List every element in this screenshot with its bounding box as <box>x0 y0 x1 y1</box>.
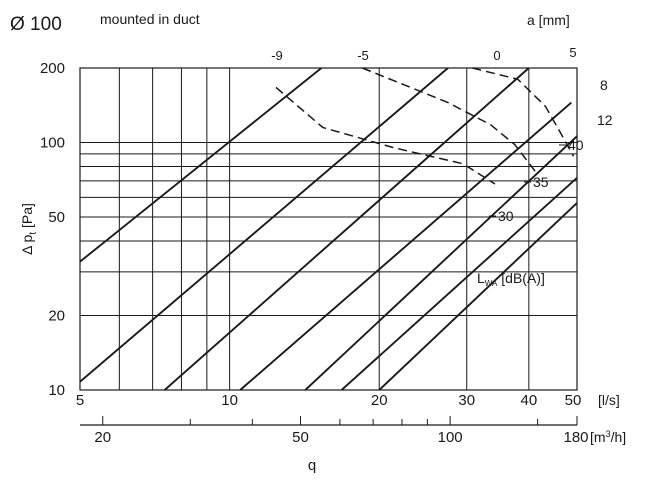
plot-lines <box>79 67 578 391</box>
damper-line-label: -9 <box>271 48 283 63</box>
grid <box>79 67 578 391</box>
damper-line-label: 5 <box>569 45 576 60</box>
x-tick-label-m3h: 20 <box>94 429 111 446</box>
a-axis-label: a [mm] <box>527 12 570 28</box>
mounting-label: mounted in duct <box>100 11 200 27</box>
x-tick-label-ls: 10 <box>221 392 238 409</box>
y-tick-label: 200 <box>40 60 65 77</box>
y-tick-label: 10 <box>48 382 65 399</box>
noise-line <box>472 67 575 157</box>
noise-line-label: 35 <box>533 174 549 190</box>
x-axis-label-q: q <box>308 457 316 474</box>
y-axis-label: Δ pt [Pa] <box>19 203 39 255</box>
x-axis-unit-ls: [l/s] <box>598 392 620 408</box>
noise-line <box>275 86 496 185</box>
noise-line <box>362 67 537 173</box>
y-tick-label: 100 <box>40 135 65 152</box>
y-tick-label: 50 <box>48 209 65 226</box>
damper-line <box>239 101 572 391</box>
damper-line <box>378 202 578 391</box>
axis-labels: 5 10 20 30 40 50 10 20 50 100 200 20 50 100 180 -9 -5 0 5 3… <box>40 45 613 446</box>
right-label: 12 <box>597 112 613 128</box>
damper-line <box>79 67 322 263</box>
plot-frame <box>79 67 578 391</box>
x-tick-label-ls: 50 <box>565 392 582 409</box>
x-tick-label-ls: 5 <box>76 392 84 409</box>
x-tick-label-m3h: 180 <box>563 429 588 446</box>
x-axis-unit-m3h: [m3/h] <box>590 429 626 445</box>
y-tick-label: 20 <box>48 307 65 324</box>
damper-line <box>163 67 530 391</box>
damper-line <box>79 67 449 383</box>
right-label: 8 <box>600 77 608 93</box>
noise-line-label: 40 <box>568 137 584 153</box>
diameter-label: Ø 100 <box>10 14 62 35</box>
x-tick-label-ls: 20 <box>371 392 388 409</box>
damper-line <box>340 177 578 391</box>
x-tick-label-m3h: 50 <box>292 429 309 446</box>
damper-line-label: -5 <box>357 48 369 63</box>
x-tick-label-m3h: 100 <box>438 429 463 446</box>
lwa-label: LWA [dB(A)] <box>477 270 545 288</box>
noise-line-label: 30 <box>498 208 514 224</box>
damper-line-label: 0 <box>493 48 500 63</box>
x-tick-label-ls: 40 <box>520 392 537 409</box>
x-tick-label-ls: 30 <box>458 392 475 409</box>
damper-line <box>304 135 578 391</box>
